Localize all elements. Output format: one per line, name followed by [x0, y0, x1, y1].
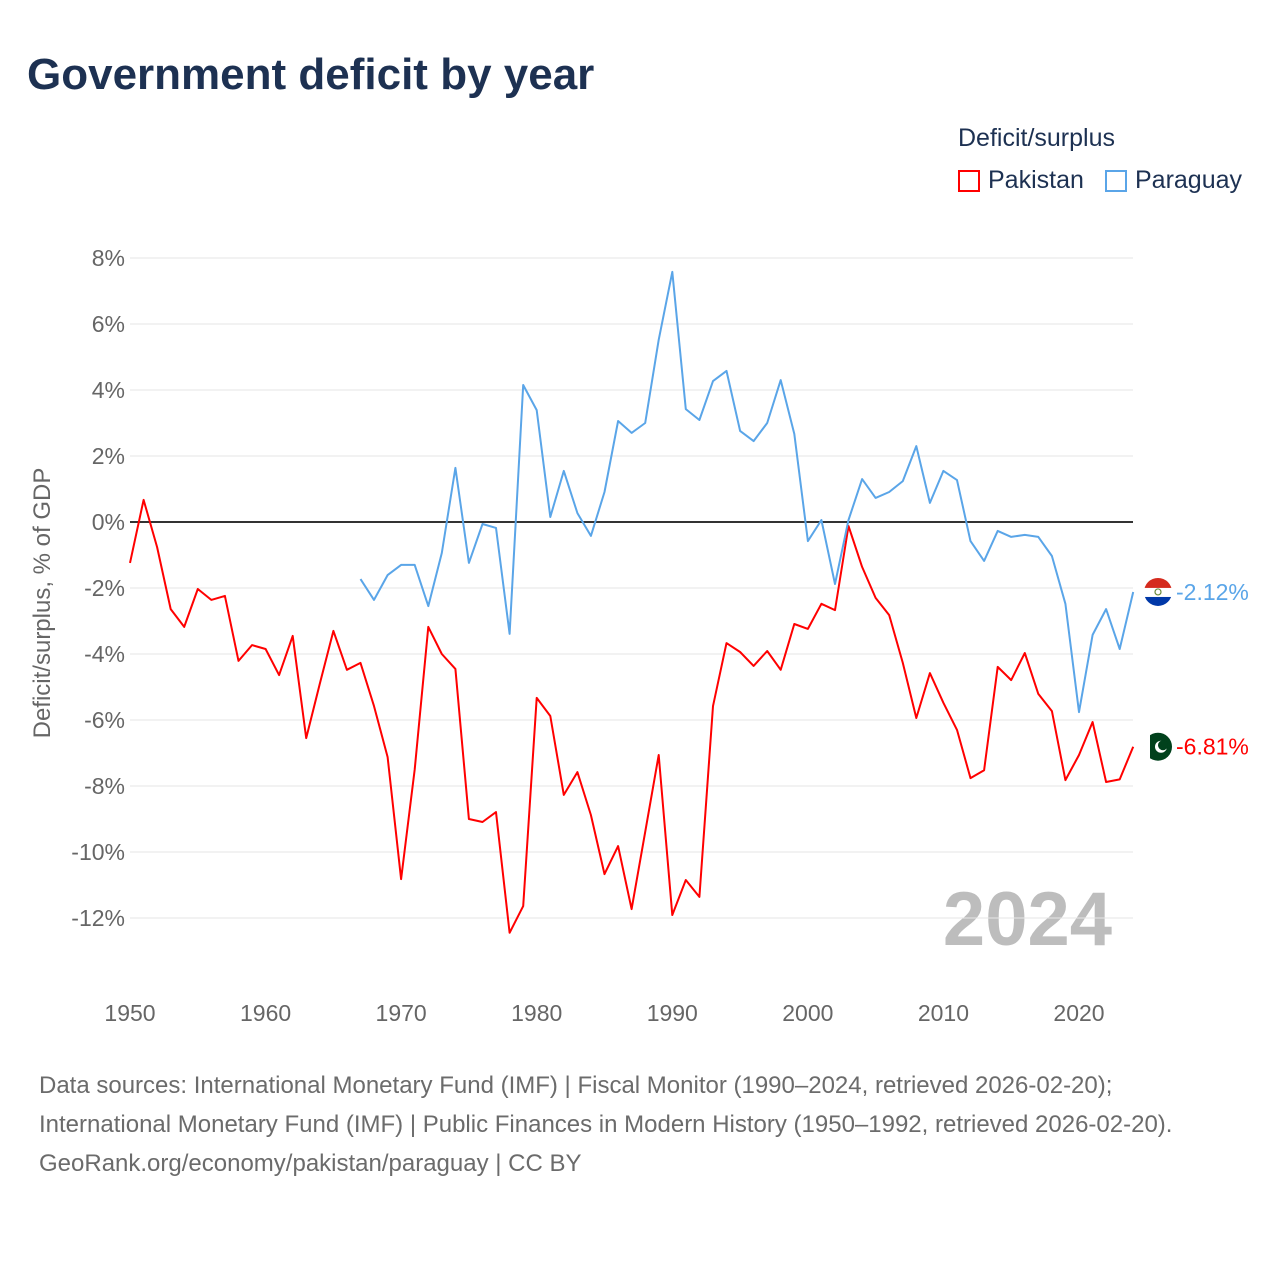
y-tick-label: -8% — [84, 773, 125, 799]
data-sources: Data sources: International Monetary Fun… — [39, 1072, 1173, 1138]
x-tick-label: 2010 — [918, 1000, 969, 1026]
legend-swatch-paraguay — [1105, 169, 1127, 192]
end-label-pakistan: -6.81% — [1176, 734, 1249, 760]
flag-stripe — [1144, 596, 1172, 606]
flag-emblem — [1154, 588, 1162, 596]
y-tick-label: 8% — [92, 245, 125, 271]
legend-item-pakistan[interactable]: Pakistan — [958, 166, 1084, 195]
flag-crescent-cut — [1158, 740, 1168, 751]
y-tick-label: 0% — [92, 509, 125, 535]
year-watermark: 2024 — [943, 877, 1112, 962]
legend-label-pakistan: Pakistan — [988, 166, 1084, 194]
credit-link[interactable]: GeoRank.org/economy/pakistan/paraguay | … — [39, 1150, 582, 1177]
x-tick-label: 1970 — [376, 1000, 427, 1026]
series-line-paraguay — [359, 270, 1135, 714]
x-tick-label: 2020 — [1053, 1000, 1104, 1026]
x-tick-label: 2000 — [782, 1000, 833, 1026]
y-tick-label: 4% — [92, 377, 125, 403]
y-tick-label: -10% — [71, 839, 125, 865]
flag-stripe — [1144, 587, 1172, 597]
flag-icon-paraguay — [1144, 577, 1172, 606]
chart-title: Government deficit by year — [27, 50, 595, 99]
legend-label-paraguay: Paraguay — [1135, 166, 1243, 194]
flag-stripe — [1144, 577, 1172, 588]
y-tick-label: -4% — [84, 641, 125, 667]
end-label-paraguay: -2.12% — [1176, 579, 1249, 605]
y-tick-label: 2% — [92, 443, 125, 469]
flag-stripe — [1144, 732, 1150, 761]
legend-title: Deficit/surplus — [958, 124, 1115, 152]
x-tick-label: 1990 — [647, 1000, 698, 1026]
y-tick-label: -12% — [71, 905, 125, 931]
flag-icon-pakistan — [1144, 732, 1172, 761]
y-tick-label: 6% — [92, 311, 125, 337]
x-tick-label: 1950 — [104, 1000, 155, 1026]
x-tick-label: 1960 — [240, 1000, 291, 1026]
y-tick-label: -2% — [84, 575, 125, 601]
x-tick-label: 1980 — [511, 1000, 562, 1026]
footer: Data sources: International Monetary Fun… — [39, 1066, 1239, 1183]
y-axis-label: Deficit/surplus, % of GDP — [29, 468, 56, 739]
y-tick-label: -6% — [84, 707, 125, 733]
legend-swatch-pakistan — [958, 169, 980, 192]
legend-item-paraguay[interactable]: Paraguay — [1105, 166, 1242, 195]
series-line-pakistan — [129, 498, 1135, 934]
